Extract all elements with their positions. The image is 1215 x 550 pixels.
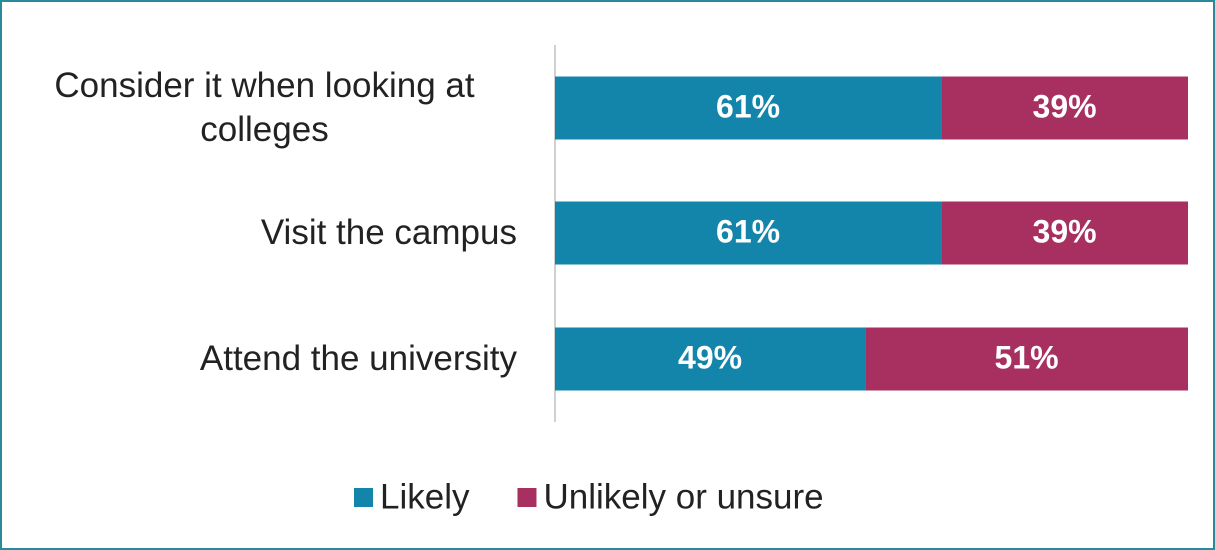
value-label: 51%	[995, 339, 1059, 375]
legend-label: Unlikely or unsure	[543, 477, 823, 516]
category-text: Attend the university	[199, 339, 517, 378]
value-label: 39%	[1033, 213, 1097, 249]
category-label: Attend the university	[12, 337, 517, 381]
legend-swatch	[354, 488, 373, 507]
category-label: Visit the campus	[12, 211, 517, 255]
category-text: Consider it when looking at colleges	[54, 66, 475, 149]
bar-segment	[865, 327, 1188, 391]
bar-segment	[555, 201, 942, 265]
category-text: Visit the campus	[260, 213, 517, 252]
legend-label: Likely	[380, 477, 470, 516]
value-label: 49%	[678, 339, 742, 375]
value-label: 39%	[1033, 88, 1097, 124]
bar-segment	[555, 327, 866, 391]
bar-segment	[941, 76, 1188, 140]
legend-swatch	[517, 488, 537, 507]
value-label: 61%	[716, 88, 780, 124]
bar-segment	[941, 201, 1188, 265]
bar-segment	[555, 76, 942, 140]
value-label: 61%	[716, 213, 780, 249]
category-label: Consider it when looking at colleges	[12, 64, 517, 152]
